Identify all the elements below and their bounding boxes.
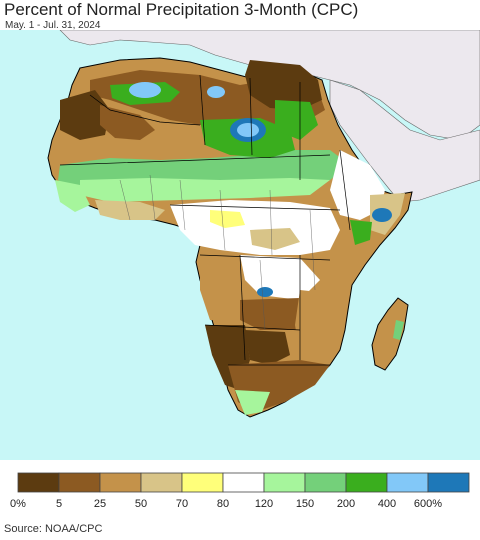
legend-swatch-0: [17, 472, 60, 493]
legend-label-4: 70: [176, 498, 188, 510]
country-borders: [59, 74, 351, 366]
legend-swatch-9: [386, 472, 429, 493]
central-yellow: [210, 210, 245, 228]
legend-swatch-8: [345, 472, 388, 493]
wet-blue-1: [237, 123, 259, 137]
legend-swatch-1: [58, 472, 101, 493]
zambia-wet: [257, 287, 273, 297]
kenya-green: [350, 220, 372, 245]
precipitation-map: [0, 30, 480, 460]
legend: 0% 5 25 50 70 80 120 150 200 400 600%: [0, 465, 480, 515]
botswana-dry: [245, 330, 290, 365]
cape-green: [235, 390, 270, 415]
source-credit: Source: NOAA/CPC: [4, 523, 103, 535]
legend-label-0: 0%: [10, 498, 26, 510]
legend-label-9: 400: [378, 498, 396, 510]
madagascar: [371, 297, 409, 371]
legend-swatch-5: [222, 472, 265, 493]
west-africa-coast: [55, 180, 90, 212]
angola-tan: [200, 255, 250, 320]
legend-label-7: 150: [296, 498, 314, 510]
legend-swatch-7: [304, 472, 347, 493]
legend-label-8: 200: [337, 498, 355, 510]
central-tan: [250, 228, 300, 250]
arabia-land: [329, 79, 480, 203]
map-subtitle: May. 1 - Jul. 31, 2024: [5, 20, 101, 31]
legend-swatch-4: [181, 472, 224, 493]
legend-swatch-3: [140, 472, 183, 493]
map-title: Percent of Normal Precipitation 3-Month …: [4, 0, 359, 19]
sahel-light: [80, 178, 330, 202]
legend-label-6: 120: [255, 498, 273, 510]
mozambique: [295, 290, 345, 360]
mauritania-dry: [60, 90, 110, 140]
legend-label-5: 80: [217, 498, 229, 510]
sudan-wet-2: [207, 86, 225, 98]
libya-dry: [245, 60, 322, 110]
legend-label-2: 25: [94, 498, 106, 510]
kenya-wet: [372, 208, 392, 222]
legend-swatch-2: [99, 472, 142, 493]
admin-borders: [119, 174, 316, 331]
mali-brown: [100, 105, 155, 140]
madagascar-green: [393, 320, 404, 340]
sudan-green: [275, 100, 318, 140]
legend-label-1: 5: [56, 498, 62, 510]
legend-swatch-6: [263, 472, 306, 493]
niger-wet: [129, 82, 161, 98]
legend-label-10: 600%: [414, 498, 442, 510]
legend-label-3: 50: [135, 498, 147, 510]
guinea-coast: [95, 200, 165, 220]
legend-swatch-10: [427, 472, 470, 493]
